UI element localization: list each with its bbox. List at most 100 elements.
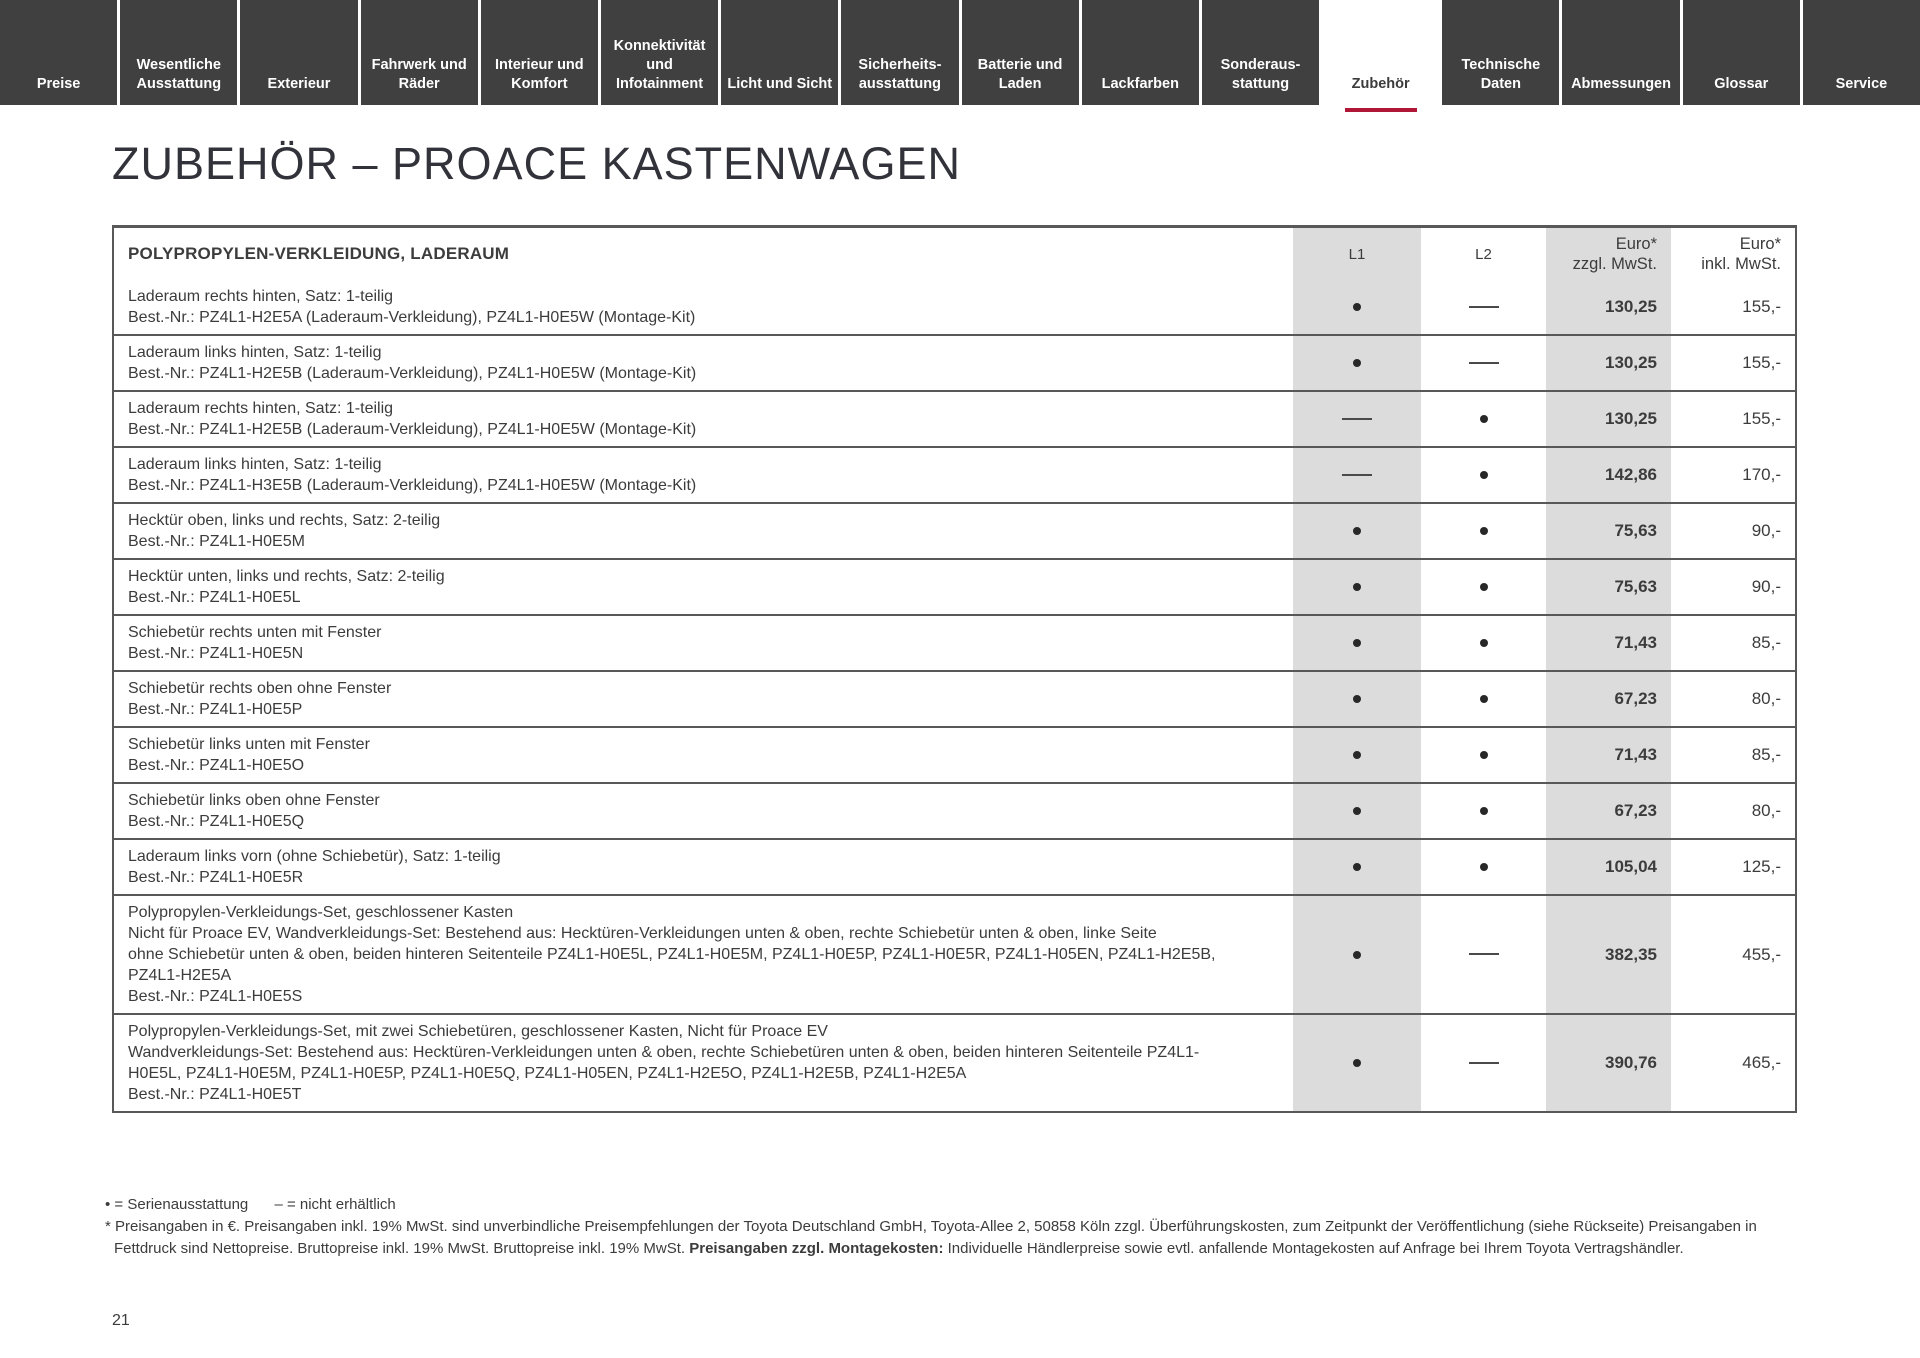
- standard-dot-icon: [1353, 751, 1361, 759]
- table-row: Schiebetür rechts unten mit Fenster Best.…: [113, 615, 1796, 671]
- table-row: Schiebetür rechts oben ohne Fenster Best.…: [113, 671, 1796, 727]
- column-header-l1: L1: [1293, 226, 1421, 280]
- tab-label: Wesentliche Ausstattung: [136, 56, 222, 92]
- tab-fahrwerk-und-räder[interactable]: Fahrwerk und Räder: [360, 0, 481, 105]
- table-row: Schiebetür links oben ohne Fenster Best.-…: [113, 783, 1796, 839]
- table-row: Laderaum links vorn (ohne Schiebetür), S…: [113, 839, 1796, 895]
- table-row: Laderaum rechts hinten, Satz: 1-teilig Be…: [113, 391, 1796, 447]
- standard-dot-icon: [1353, 950, 1361, 959]
- availability-l1: [1293, 503, 1421, 559]
- standard-dot-icon: [1479, 527, 1488, 535]
- availability-l1: [1293, 783, 1421, 839]
- price-gross: 155,-: [1742, 297, 1781, 316]
- availability-l1: [1293, 1014, 1421, 1112]
- availability-l1: [1293, 447, 1421, 503]
- tab-technische-daten[interactable]: Technische Daten: [1442, 0, 1563, 105]
- tab-glossar[interactable]: Glossar: [1682, 0, 1803, 105]
- accessory-description: Laderaum links hinten, Satz: 1-teilig Bes…: [128, 344, 697, 382]
- standard-dot-icon: [1479, 471, 1488, 479]
- availability-l2: [1421, 671, 1546, 727]
- price-gross: 170,-: [1742, 465, 1781, 484]
- tab-service[interactable]: Service: [1802, 0, 1920, 105]
- price-net: 75,63: [1546, 503, 1671, 559]
- not-available-dash-icon: [1468, 361, 1499, 364]
- availability-l1: [1293, 839, 1421, 895]
- tab-konnektivität-und-infotainment[interactable]: Konnektivität und Infotainment: [600, 0, 722, 105]
- availability-l1: [1293, 391, 1421, 447]
- accessory-description: Laderaum links vorn (ohne Schiebetür), S…: [128, 848, 501, 886]
- tab-lackfarben[interactable]: Lackfarben: [1081, 0, 1202, 105]
- accessory-description: Hecktür oben, links und rechts, Satz: 2-…: [128, 512, 441, 550]
- price-net: 105,04: [1546, 839, 1671, 895]
- availability-l1: [1293, 727, 1421, 783]
- top-navigation: Preise Wesentliche Ausstattung Exterieur Fa…: [0, 0, 1920, 112]
- tab-sicherheits-ausstattung[interactable]: Sicherheits- ausstattung: [841, 0, 962, 105]
- standard-dot-icon: [1479, 751, 1488, 759]
- accessory-description: Laderaum rechts hinten, Satz: 1-teilig Be…: [128, 400, 697, 438]
- not-available-dash-icon: [1342, 473, 1372, 476]
- table-row: Polypropylen-Verkleidungs-Set, geschloss…: [113, 895, 1796, 1014]
- tab-zubehör[interactable]: Zubehör: [1322, 0, 1443, 112]
- accessory-description: Schiebetür rechts unten mit Fenster Best.…: [128, 624, 382, 662]
- availability-l1: [1293, 280, 1421, 335]
- tab-label: Glossar: [1714, 75, 1769, 92]
- table-row: Laderaum links hinten, Satz: 1-teilig Bes…: [113, 335, 1796, 391]
- footnote-line-3: Fettdruck sind Nettopreise. Bruttopreise…: [114, 1240, 1684, 1257]
- tab-label: Konnektivität und Infotainment: [613, 37, 706, 92]
- price-net: 75,63: [1546, 559, 1671, 615]
- tab-interieur-und-komfort[interactable]: Interieur und Komfort: [480, 0, 601, 105]
- availability-l1: [1293, 895, 1421, 1014]
- price-net: 71,43: [1546, 727, 1671, 783]
- tab-sonderaus-stattung[interactable]: Sonderaus- stattung: [1201, 0, 1323, 105]
- active-tab-indicator: [1344, 108, 1417, 112]
- tab-label: Preise: [36, 75, 81, 92]
- availability-l2: [1421, 895, 1546, 1014]
- table-row: Laderaum rechts hinten, Satz: 1-teilig Be…: [113, 280, 1796, 335]
- price-gross: 155,-: [1742, 353, 1781, 372]
- page-title: ZUBEHÖR – PROACE KASTENWAGEN: [112, 138, 961, 189]
- tab-label: Exterieur: [267, 75, 331, 92]
- tab-exterieur[interactable]: Exterieur: [240, 0, 361, 105]
- availability-l1: [1293, 671, 1421, 727]
- standard-dot-icon: [1353, 639, 1361, 647]
- accessory-description: Schiebetür links unten mit Fenster Best.-…: [128, 736, 370, 774]
- availability-l1: [1293, 335, 1421, 391]
- not-available-dash-icon: [1342, 417, 1372, 420]
- availability-l2: [1421, 615, 1546, 671]
- tab-licht-und-sicht[interactable]: Licht und Sicht: [721, 0, 842, 105]
- price-net: 382,35: [1546, 895, 1671, 1014]
- tab-abmessungen[interactable]: Abmessungen: [1562, 0, 1683, 105]
- tab-label: Licht und Sicht: [727, 75, 833, 92]
- standard-dot-icon: [1479, 583, 1488, 591]
- accessory-description: Hecktür unten, links und rechts, Satz: 2…: [128, 568, 445, 606]
- tab-label: Batterie und Laden: [977, 56, 1063, 92]
- standard-dot-icon: [1353, 1059, 1361, 1067]
- tab-batterie-und-laden[interactable]: Batterie und Laden: [961, 0, 1082, 105]
- tab-wesentliche-ausstattung[interactable]: Wesentliche Ausstattung: [120, 0, 241, 105]
- availability-l1: [1293, 615, 1421, 671]
- availability-l2: [1421, 1014, 1546, 1112]
- table-row: Laderaum links hinten, Satz: 1-teilig Bes…: [113, 447, 1796, 503]
- price-gross: 80,-: [1751, 801, 1781, 820]
- availability-l2: [1421, 391, 1546, 447]
- price-gross: 155,-: [1742, 409, 1781, 428]
- price-gross: 85,-: [1751, 745, 1781, 764]
- price-gross: 455,-: [1742, 944, 1781, 964]
- tab-label: Technische Daten: [1461, 56, 1541, 92]
- price-gross: 125,-: [1742, 857, 1781, 876]
- legend-standard-equipment: • = Serienausstattung: [105, 1196, 249, 1213]
- table-row: Hecktür unten, links und rechts, Satz: 2…: [113, 559, 1796, 615]
- column-header-gross: Euro* inkl. MwSt.: [1701, 235, 1781, 273]
- standard-dot-icon: [1479, 807, 1488, 815]
- not-available-dash-icon: [1468, 1061, 1499, 1064]
- standard-dot-icon: [1353, 807, 1361, 815]
- table-row: Hecktür oben, links und rechts, Satz: 2-…: [113, 503, 1796, 559]
- table-row: Schiebetür links unten mit Fenster Best.-…: [113, 727, 1796, 783]
- price-net: 130,25: [1546, 335, 1671, 391]
- accessory-description: Schiebetür links oben ohne Fenster Best.-…: [128, 792, 380, 830]
- standard-dot-icon: [1353, 695, 1361, 703]
- standard-dot-icon: [1353, 863, 1361, 871]
- tab-label: Lackfarben: [1101, 75, 1179, 92]
- tab-preise[interactable]: Preise: [0, 0, 121, 105]
- accessory-description: Polypropylen-Verkleidungs-Set, mit zwei …: [128, 1023, 1200, 1103]
